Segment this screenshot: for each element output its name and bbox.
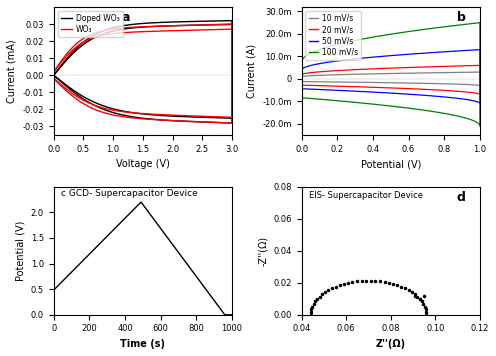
Text: d: d [457, 190, 466, 204]
Y-axis label: Current (A): Current (A) [247, 44, 257, 98]
Text: b: b [457, 11, 466, 24]
Legend: Doped WO₃, WO₃: Doped WO₃, WO₃ [58, 11, 123, 37]
Y-axis label: Current (mA): Current (mA) [7, 39, 17, 103]
X-axis label: Voltage (V): Voltage (V) [116, 159, 170, 169]
Text: EIS- Supercapacitor Device: EIS- Supercapacitor Device [309, 190, 423, 199]
Y-axis label: Potential (V): Potential (V) [15, 221, 25, 281]
Y-axis label: -Z''(Ω): -Z''(Ω) [258, 236, 268, 266]
Text: c GCD- Supercapacitor Device: c GCD- Supercapacitor Device [61, 189, 197, 198]
X-axis label: Time (s): Time (s) [121, 339, 165, 349]
Text: a: a [122, 11, 130, 24]
X-axis label: Potential (V): Potential (V) [361, 159, 421, 169]
Legend: 10 mV/s, 20 mV/s, 50 mV/s, 100 mV/s: 10 mV/s, 20 mV/s, 50 mV/s, 100 mV/s [306, 11, 361, 60]
X-axis label: Z''(Ω): Z''(Ω) [375, 339, 406, 349]
